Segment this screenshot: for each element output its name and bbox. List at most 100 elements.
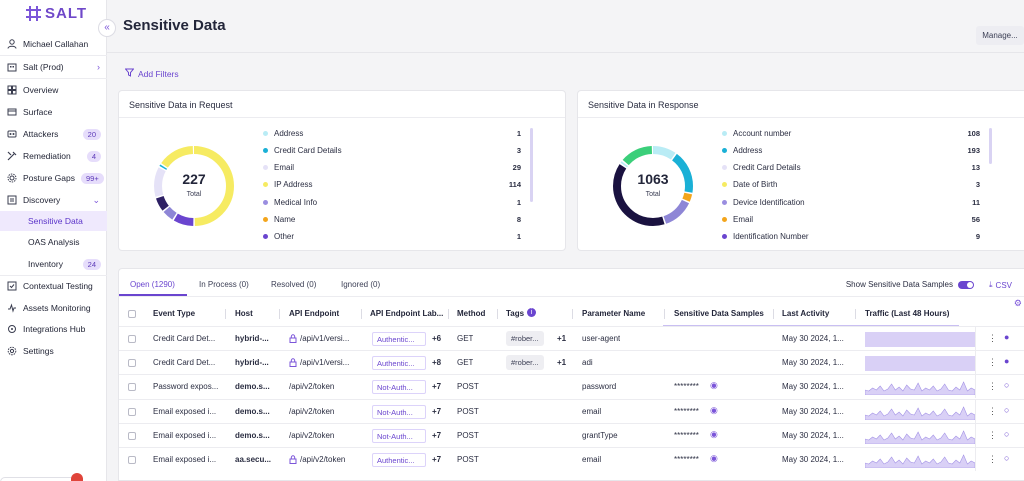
- donut-segment[interactable]: [154, 146, 234, 226]
- column-separator[interactable]: [448, 309, 449, 319]
- sidebar-item-overview[interactable]: Overview: [0, 80, 107, 100]
- legend-item[interactable]: Device Identification 11: [722, 196, 980, 208]
- sidebar-item-contextual-testing[interactable]: Contextual Testing: [0, 276, 107, 296]
- sidebar-item-assets-monitoring[interactable]: Assets Monitoring: [0, 298, 107, 318]
- legend-item[interactable]: Identification Number 9: [722, 231, 980, 243]
- row-checkbox[interactable]: [128, 407, 136, 416]
- column-header[interactable]: API Endpoint Lab...: [370, 309, 444, 318]
- sidebar-item-attackers[interactable]: Attackers 20: [0, 124, 107, 144]
- column-separator[interactable]: [497, 309, 498, 319]
- legend-item[interactable]: Name 8: [263, 214, 521, 226]
- tab-ignored[interactable]: Ignored (0): [341, 280, 381, 289]
- sidebar-item-surface[interactable]: Surface: [0, 102, 107, 122]
- comment-icon[interactable]: ●: [1004, 356, 1010, 367]
- column-separator[interactable]: [361, 309, 362, 319]
- legend-item[interactable]: Account number 108: [722, 127, 980, 139]
- sidebar-item-remediation[interactable]: Remediation 4: [0, 146, 107, 166]
- tab-in-process[interactable]: In Process (0): [199, 280, 249, 289]
- sidebar-item-integrations-hub[interactable]: Integrations Hub: [0, 319, 107, 339]
- donut-segment[interactable]: [613, 146, 693, 226]
- more-options-icon[interactable]: ⋮: [988, 454, 997, 464]
- legend-item[interactable]: Credit Card Details 13: [722, 162, 980, 174]
- eye-icon[interactable]: ◉: [710, 453, 718, 463]
- logo[interactable]: SALT: [26, 4, 87, 22]
- donut-segment[interactable]: [154, 146, 234, 226]
- eye-icon[interactable]: ◉: [710, 428, 718, 439]
- sidebar-subitem-oas-analysis[interactable]: OAS Analysis: [0, 232, 107, 252]
- user-profile[interactable]: Michael Callahan: [0, 34, 107, 54]
- legend-item[interactable]: Other 1: [263, 231, 521, 243]
- sidebar-item-discovery[interactable]: Discovery ⌄: [0, 190, 107, 210]
- more-options-icon[interactable]: ⋮: [988, 405, 997, 416]
- column-header[interactable]: Method: [457, 309, 486, 318]
- csv-export-button[interactable]: ⤓ CSV: [989, 280, 1012, 290]
- column-header[interactable]: Sensitive Data Samples: [674, 309, 764, 318]
- legend-item[interactable]: IP Address 114: [263, 179, 521, 191]
- add-filters-button[interactable]: Add Filters: [124, 68, 179, 79]
- tag-chip[interactable]: #rober...: [506, 331, 544, 346]
- legend-item[interactable]: Address 193: [722, 144, 980, 156]
- tag-chip[interactable]: #rober...: [506, 355, 544, 371]
- table-row[interactable]: Email exposed i... aa.secu... /api/v2/toke…: [119, 447, 1024, 471]
- legend-item[interactable]: Address 1: [263, 127, 521, 139]
- legend-item[interactable]: Date of Birth 3: [722, 179, 980, 191]
- column-header[interactable]: Tags: [506, 309, 525, 318]
- more-labels-count[interactable]: +6: [432, 334, 442, 343]
- more-options-icon[interactable]: ⋮: [988, 429, 997, 440]
- environment-selector[interactable]: Salt (Prod) ›: [0, 57, 107, 77]
- sidebar-subitem-inventory[interactable]: Inventory 24: [0, 254, 107, 274]
- eye-icon[interactable]: ◉: [710, 404, 718, 415]
- comment-icon[interactable]: ○: [1004, 404, 1010, 415]
- eye-icon[interactable]: ◉: [710, 380, 718, 391]
- column-header[interactable]: Event Type: [153, 309, 196, 318]
- row-checkbox[interactable]: [128, 456, 136, 464]
- legend-item[interactable]: Medical Info 1: [263, 196, 521, 208]
- legend-item[interactable]: Email 29: [263, 162, 521, 174]
- column-header[interactable]: Last Activity: [782, 309, 830, 318]
- tab-resolved[interactable]: Resolved (0): [271, 280, 317, 289]
- endpoint-label-chip[interactable]: Authentic...: [372, 332, 426, 346]
- row-checkbox[interactable]: [128, 335, 136, 343]
- column-separator[interactable]: [773, 309, 774, 319]
- more-options-icon[interactable]: ⋮: [988, 381, 997, 392]
- row-checkbox[interactable]: [128, 383, 136, 392]
- donut-segment[interactable]: [613, 146, 693, 226]
- notification-badge[interactable]: [71, 473, 83, 481]
- column-header[interactable]: API Endpoint: [289, 309, 340, 318]
- more-tags-count[interactable]: +1: [557, 358, 567, 368]
- more-options-icon[interactable]: ⋮: [988, 357, 997, 368]
- more-labels-count[interactable]: +8: [432, 358, 442, 368]
- endpoint-label-chip[interactable]: Not-Auth...: [372, 404, 426, 419]
- help-widget[interactable]: [0, 477, 80, 481]
- endpoint-label-chip[interactable]: Not-Auth...: [372, 428, 426, 443]
- row-checkbox[interactable]: [128, 359, 136, 368]
- endpoint-label-chip[interactable]: Authentic...: [372, 453, 426, 467]
- comment-icon[interactable]: ○: [1004, 453, 1010, 463]
- comment-icon[interactable]: ●: [1004, 332, 1010, 342]
- column-separator[interactable]: [855, 309, 856, 319]
- collapse-sidebar-button[interactable]: «: [98, 19, 116, 37]
- endpoint-label-chip[interactable]: Authentic...: [372, 356, 426, 371]
- more-options-icon[interactable]: ⋮: [988, 333, 997, 343]
- sidebar-item-settings[interactable]: Settings: [0, 341, 107, 361]
- table-row[interactable]: Credit Card Det... hybrid-... /api/v1/vers…: [119, 350, 1024, 375]
- show-samples-toggle[interactable]: Show Sensitive Data Samples: [846, 280, 974, 289]
- column-header[interactable]: Host: [235, 309, 253, 318]
- more-tags-count[interactable]: +1: [557, 334, 567, 343]
- column-separator[interactable]: [664, 309, 665, 319]
- toggle-switch[interactable]: [958, 280, 974, 289]
- legend-item[interactable]: Email 56: [722, 214, 980, 226]
- legend-scrollbar[interactable]: [530, 128, 533, 202]
- more-labels-count[interactable]: +7: [432, 430, 442, 440]
- table-row[interactable]: Email exposed i... demo.s... /api/v2/token…: [119, 398, 1024, 423]
- column-header[interactable]: Traffic (Last 48 Hours): [865, 309, 950, 318]
- sidebar-subitem-sensitive-data[interactable]: Sensitive Data: [0, 211, 107, 231]
- select-all-checkbox[interactable]: [128, 310, 136, 318]
- legend-item[interactable]: Credit Card Details 3: [263, 144, 521, 156]
- table-row[interactable]: Password expos... demo.s... /api/v2/token N…: [119, 374, 1024, 399]
- tab-open[interactable]: Open (1290): [130, 280, 175, 289]
- row-checkbox[interactable]: [128, 431, 136, 440]
- sidebar-item-posture-gaps[interactable]: Posture Gaps 99+: [0, 168, 107, 188]
- legend-scrollbar[interactable]: [989, 128, 992, 164]
- column-separator[interactable]: [572, 309, 573, 319]
